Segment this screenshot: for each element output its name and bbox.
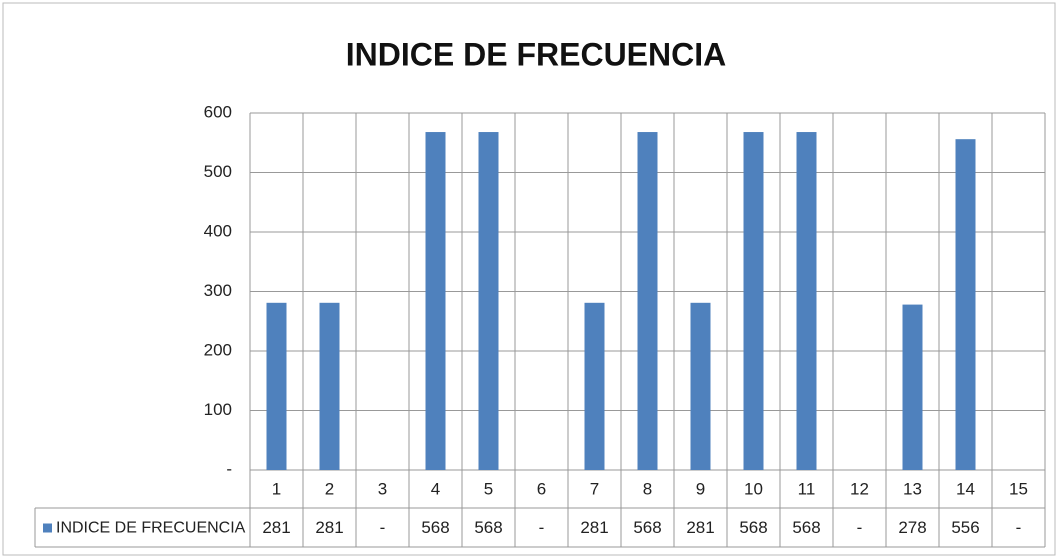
table-value: 281 [686,518,714,537]
y-tick-label: 100 [204,400,232,419]
table-value: - [380,518,386,537]
bar [266,302,287,470]
table-value: 281 [262,518,290,537]
table-value: 556 [951,518,979,537]
y-tick-label: 500 [204,162,232,181]
x-tick-label: 6 [537,479,546,498]
table-value: 568 [421,518,449,537]
x-tick-label: 4 [431,479,440,498]
x-tick-label: 15 [1009,479,1028,498]
x-tick-label: 9 [696,479,705,498]
table-value: 568 [633,518,661,537]
x-tick-label: 10 [744,479,763,498]
table-value: - [539,518,545,537]
x-tick-label: 1 [272,479,281,498]
table-value: 281 [315,518,343,537]
y-tick-label: - [226,459,232,478]
x-tick-label: 14 [956,479,975,498]
table-value: 568 [739,518,767,537]
x-tick-label: 2 [325,479,334,498]
bar [796,132,817,471]
y-tick-label: 200 [204,340,232,359]
bar [319,302,340,470]
bar [955,139,976,470]
x-tick-label: 7 [590,479,599,498]
bar [690,302,711,470]
x-tick-label: 5 [484,479,493,498]
table-value: 278 [898,518,926,537]
x-tick-label: 8 [643,479,652,498]
x-tick-label: 12 [850,479,869,498]
table-value: - [1016,518,1022,537]
table-value: 568 [792,518,820,537]
y-tick-label: 600 [204,102,232,121]
bar [637,132,658,471]
chart-title: INDICE DE FRECUENCIA [346,36,726,72]
bar [425,132,446,471]
bar [478,132,499,471]
legend-swatch [43,523,52,533]
table-value: 281 [580,518,608,537]
x-tick-label: 3 [378,479,387,498]
y-tick-label: 300 [204,281,232,300]
table-value: - [857,518,863,537]
bar [584,302,605,470]
x-tick-label: 13 [903,479,922,498]
legend-label: INDICE DE FRECUENCIA [56,520,246,537]
y-tick-label: 400 [204,221,232,240]
x-tick-label: 11 [798,479,816,498]
table-value: 568 [474,518,502,537]
bar [743,132,764,471]
bar [902,304,923,470]
